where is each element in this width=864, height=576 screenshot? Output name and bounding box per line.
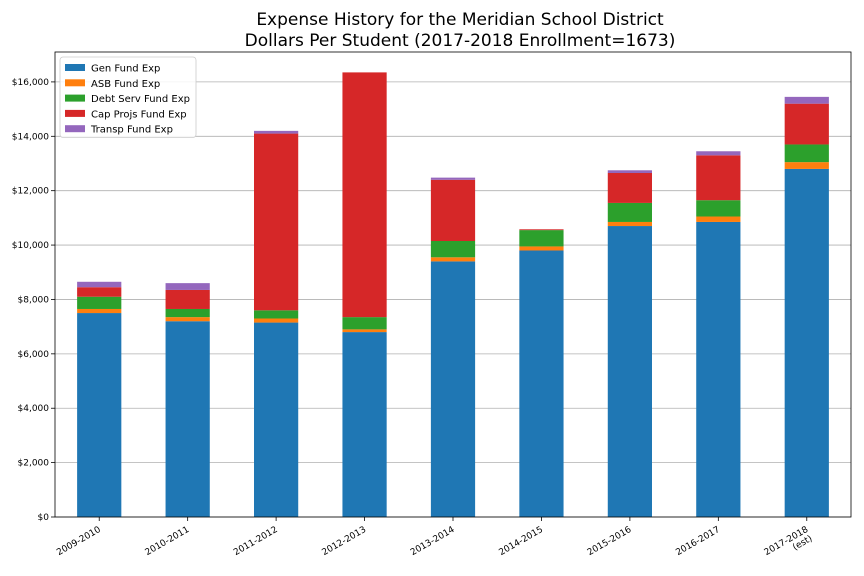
y-tick-label: $12,000 xyxy=(12,187,49,197)
bar-segment-debt-serv-fund-exp-1 xyxy=(165,308,210,318)
bar-segment-gen-fund-exp-3 xyxy=(342,332,387,517)
bar-segment-debt-serv-fund-exp-0 xyxy=(77,296,122,309)
bar-segment-asb-fund-exp-6 xyxy=(607,221,652,227)
bar-segment-asb-fund-exp-5 xyxy=(519,246,564,251)
bar-segment-debt-serv-fund-exp-2 xyxy=(254,310,299,319)
bar-segment-transp-fund-exp-8 xyxy=(784,96,829,104)
y-tick-label: $0 xyxy=(38,513,50,523)
y-tick-label: $8,000 xyxy=(18,295,50,305)
chart-subtitle: Dollars Per Student (2017-2018 Enrollmen… xyxy=(245,31,676,51)
y-tick-label: $4,000 xyxy=(18,404,50,414)
bar-segment-debt-serv-fund-exp-8 xyxy=(784,144,829,163)
bar-segment-asb-fund-exp-0 xyxy=(77,308,122,314)
bar-segment-gen-fund-exp-6 xyxy=(607,226,652,517)
bar-segment-cap-projs-fund-exp-2 xyxy=(254,133,299,311)
bar-segment-transp-fund-exp-1 xyxy=(165,283,210,290)
x-tick-label: 2010-2011 xyxy=(144,525,191,558)
bar-segment-asb-fund-exp-8 xyxy=(784,162,829,169)
x-axis: 2009-2010 2010-2011 2011-2012 2012-2013 2013… xyxy=(55,517,814,558)
bar-segment-cap-projs-fund-exp-5 xyxy=(519,229,564,231)
bar-segment-cap-projs-fund-exp-0 xyxy=(77,287,122,297)
legend-label: Cap Projs Fund Exp xyxy=(91,109,187,120)
bar-segment-cap-projs-fund-exp-3 xyxy=(342,72,387,318)
legend: Gen Fund Exp ASB Fund Exp Debt Serv Fund E… xyxy=(59,56,197,138)
y-tick-label: $6,000 xyxy=(18,350,50,360)
bar-segment-gen-fund-exp-4 xyxy=(430,261,476,517)
bar-segment-debt-serv-fund-exp-5 xyxy=(519,230,564,247)
bar-segment-transp-fund-exp-6 xyxy=(607,170,652,174)
bar-segment-asb-fund-exp-7 xyxy=(696,216,741,222)
bar-segment-gen-fund-exp-7 xyxy=(696,221,741,517)
bar-segment-gen-fund-exp-0 xyxy=(77,313,122,517)
bar-segment-gen-fund-exp-1 xyxy=(165,321,210,517)
bar-segment-debt-serv-fund-exp-3 xyxy=(342,317,387,330)
bar-segment-cap-projs-fund-exp-7 xyxy=(696,155,741,201)
y-tick-label: $16,000 xyxy=(12,78,49,88)
legend-swatch xyxy=(65,125,85,133)
x-tick-label: 2014-2015 xyxy=(497,525,544,558)
bar-segment-asb-fund-exp-3 xyxy=(342,329,387,333)
legend-label: Gen Fund Exp xyxy=(91,64,160,75)
x-tick-label: 2013-2014 xyxy=(409,525,457,558)
y-tick-label: $10,000 xyxy=(12,241,49,251)
legend-label: ASB Fund Exp xyxy=(91,79,160,90)
legend-label: Transp Fund Exp xyxy=(90,125,173,136)
y-tick-label: $14,000 xyxy=(12,132,49,142)
bar-segment-cap-projs-fund-exp-8 xyxy=(784,103,829,145)
legend-swatch xyxy=(65,79,85,87)
legend-box xyxy=(59,56,197,138)
bars xyxy=(77,72,829,518)
bar-segment-cap-projs-fund-exp-1 xyxy=(165,289,210,309)
x-tick-label: 2009-2010 xyxy=(55,525,103,558)
bar-segment-transp-fund-exp-2 xyxy=(254,130,299,134)
chart-title: Expense History for the Meridian School … xyxy=(256,10,664,30)
bar-segment-gen-fund-exp-5 xyxy=(519,250,564,517)
bar-segment-cap-projs-fund-exp-4 xyxy=(430,179,476,241)
legend-label: Debt Serv Fund Exp xyxy=(91,94,190,105)
bar-segment-asb-fund-exp-2 xyxy=(254,318,299,323)
x-tick-label: 2016-2017 xyxy=(674,525,721,558)
bar-segment-transp-fund-exp-0 xyxy=(77,281,122,288)
legend-swatch xyxy=(65,109,85,117)
bar-segment-gen-fund-exp-8 xyxy=(784,168,829,518)
x-tick-label: 2015-2016 xyxy=(586,525,634,558)
bar-segment-gen-fund-exp-2 xyxy=(254,322,299,517)
bar-segment-cap-projs-fund-exp-6 xyxy=(607,173,652,203)
legend-swatch xyxy=(65,64,85,71)
x-tick-label: 2011-2012 xyxy=(232,525,279,558)
bar-segment-transp-fund-exp-4 xyxy=(430,177,476,180)
legend-swatch xyxy=(65,94,85,102)
bar-segment-debt-serv-fund-exp-4 xyxy=(430,240,476,258)
bar-segment-transp-fund-exp-7 xyxy=(696,151,741,156)
bar-segment-asb-fund-exp-4 xyxy=(430,257,476,262)
bar-segment-debt-serv-fund-exp-7 xyxy=(696,200,741,217)
bar-segment-debt-serv-fund-exp-6 xyxy=(607,202,652,222)
y-tick-label: $2,000 xyxy=(18,459,50,469)
x-tick-label: 2012-2013 xyxy=(321,525,368,558)
bar-segment-asb-fund-exp-1 xyxy=(165,317,210,322)
y-axis: $0 $2,000 $4,000 $6,000 $8,000 $10,000 $12,000… xyxy=(12,78,55,523)
